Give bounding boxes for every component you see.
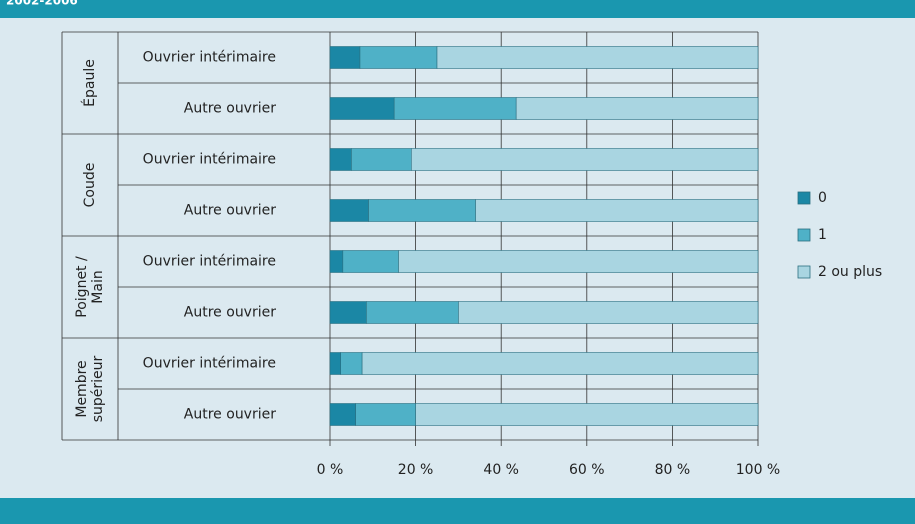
- bar-segment: [415, 403, 759, 426]
- bar-segment: [436, 46, 759, 69]
- bar-segment: [368, 199, 476, 222]
- bar-segment: [329, 97, 395, 120]
- x-tick-label: 60 %: [569, 462, 605, 478]
- bar-segment: [366, 301, 459, 324]
- x-tick-label: 100 %: [736, 462, 780, 478]
- group-label: Poignet /Main: [74, 256, 106, 318]
- bar-segment: [458, 301, 759, 324]
- bar-segment: [342, 250, 399, 273]
- y-tick-label: Ouvrier intérimaire: [143, 356, 276, 372]
- footer-bar: [0, 498, 915, 524]
- x-tick-label: 40 %: [483, 462, 519, 478]
- y-tick-label: Autre ouvrier: [184, 203, 276, 219]
- group-label-line: Coude: [82, 163, 98, 208]
- group-label-line: Épaule: [81, 59, 98, 107]
- legend-swatch: [797, 228, 811, 242]
- y-tick-label: Ouvrier intérimaire: [143, 254, 276, 270]
- x-tick-label: 80 %: [655, 462, 691, 478]
- group-label: Coude: [82, 163, 98, 208]
- bar-segment: [329, 403, 356, 426]
- bar-segment: [355, 403, 416, 426]
- bar-segment: [398, 250, 759, 273]
- bar-segment: [411, 148, 759, 171]
- legend-label: 1: [818, 227, 827, 243]
- x-tick-label: 20 %: [398, 462, 434, 478]
- group-label-line: Membre: [74, 360, 90, 417]
- group-label-line: Main: [90, 270, 106, 303]
- x-tick-label: 0 %: [317, 462, 344, 478]
- bar-segment: [351, 148, 412, 171]
- legend-label: 2 ou plus: [818, 264, 882, 280]
- bar-segment: [329, 46, 361, 69]
- legend-swatch: [797, 265, 811, 279]
- legend-swatch: [797, 191, 811, 205]
- bar-segment: [329, 352, 341, 375]
- group-label-line: Poignet /: [74, 256, 90, 318]
- y-tick-label: Autre ouvrier: [184, 407, 276, 423]
- y-tick-label: Ouvrier intérimaire: [143, 50, 276, 66]
- bar-segment: [329, 250, 344, 273]
- group-label: Épaule: [81, 59, 98, 107]
- bar-segment: [329, 301, 367, 324]
- bar-segment: [475, 199, 759, 222]
- y-tick-label: Ouvrier intérimaire: [143, 152, 276, 168]
- group-label: Membresupérieur: [74, 355, 106, 422]
- group-label-line: supérieur: [90, 355, 106, 422]
- bar-segment: [393, 97, 517, 120]
- subtitle: 2002-2006: [6, 0, 78, 8]
- legend-label: 0: [818, 190, 827, 206]
- bar-segment: [361, 352, 759, 375]
- y-tick-label: Autre ouvrier: [184, 305, 276, 321]
- bar-segment: [340, 352, 363, 375]
- bar-segment: [329, 148, 352, 171]
- header-bar: [0, 0, 915, 18]
- bar-segment: [329, 199, 369, 222]
- bar-segment: [515, 97, 759, 120]
- bar-segment: [359, 46, 438, 69]
- y-tick-label: Autre ouvrier: [184, 101, 276, 117]
